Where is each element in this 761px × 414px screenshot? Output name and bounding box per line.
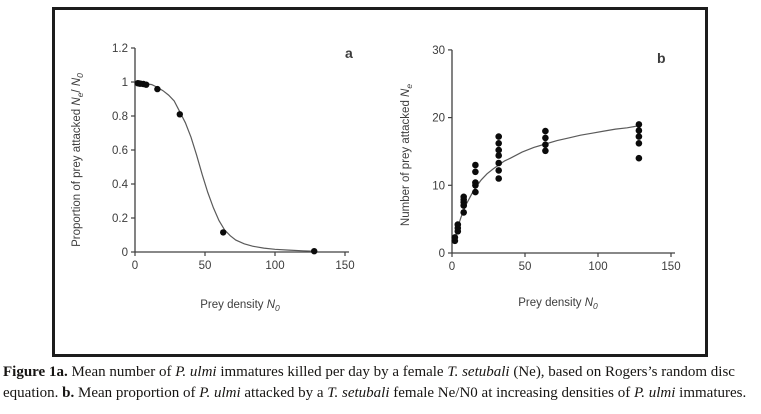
x-tick-label: 150: [661, 261, 680, 273]
x-axis-title: Prey density N0: [200, 299, 280, 313]
data-point: [635, 133, 643, 140]
x-axis-title: Prey density N0: [518, 297, 598, 311]
data-point: [495, 167, 502, 174]
caption-segment: attacked by a: [240, 385, 328, 402]
data-point: [542, 134, 549, 142]
x-tick-label: 50: [199, 260, 212, 272]
data-point: [154, 85, 161, 93]
caption-segment: b.: [62, 385, 75, 402]
y-tick-label: 30: [432, 45, 445, 57]
caption-segment: T. setubali: [327, 385, 390, 402]
data-point: [495, 133, 502, 140]
data-points: [451, 121, 643, 245]
figure-frame: 0 50 100 150 0 0.2 0.4 0.6 0.8 1 1.2 a Prey density …: [52, 7, 708, 357]
caption-segment: immatures killed per day by a female: [216, 364, 448, 380]
figure-caption: Figure 1a. Mean number of P. ulmi immatu…: [3, 362, 760, 405]
caption-segment: immatures.: [675, 385, 747, 402]
data-point: [635, 121, 643, 128]
data-point: [542, 147, 549, 155]
data-point: [176, 111, 183, 118]
caption-segment: P. ulmi: [199, 385, 241, 402]
caption-segment: P. ulmi: [634, 385, 676, 402]
data-point: [460, 193, 467, 201]
data-point: [635, 127, 643, 134]
x-tick-label: 0: [132, 260, 138, 272]
data-point: [143, 81, 150, 88]
data-point: [495, 140, 502, 147]
data-point: [635, 140, 643, 147]
caption-segment: (Ne), based on Rogers’s random disc equa…: [3, 364, 735, 402]
x-tick-label: 100: [588, 261, 607, 273]
data-point: [451, 234, 459, 241]
data-point: [472, 179, 479, 186]
data-point: [542, 141, 549, 148]
data-point: [472, 161, 479, 169]
data-point: [472, 188, 479, 196]
y-tick-label: 0.2: [112, 213, 128, 225]
data-point: [495, 159, 502, 167]
data-point: [472, 168, 479, 176]
y-tick-label: 0.6: [112, 145, 128, 157]
y-tick-label: 0.4: [112, 179, 129, 191]
data-point: [220, 229, 227, 236]
y-tick-label: 0.8: [112, 111, 128, 123]
data-point: [495, 146, 502, 154]
caption-segment: Mean proportion of: [74, 385, 200, 402]
panel-label: b: [657, 50, 666, 66]
caption-segment: female Ne/N0 at increasing densities of: [389, 385, 634, 402]
caption-segment: Figure 1a.: [3, 364, 68, 380]
caption-segment: P. ulmi: [175, 364, 217, 380]
x-tick-label: 50: [519, 261, 532, 273]
caption-segment: T. setubali: [447, 364, 510, 380]
x-tick-label: 150: [335, 260, 354, 272]
data-point: [460, 209, 467, 216]
x-tick-label: 0: [449, 261, 455, 273]
data-point: [495, 152, 502, 159]
x-tick-label: 100: [265, 260, 284, 272]
y-tick-label: 10: [432, 180, 445, 192]
y-axis-title: Proportion of prey attacked Ne/ N0: [71, 73, 85, 247]
y-tick-label: 0: [439, 248, 445, 260]
data-point: [495, 175, 502, 182]
data-point: [311, 248, 318, 255]
y-tick-label: 20: [432, 113, 445, 125]
y-tick-label: 1: [122, 77, 128, 89]
chart-b: 0 50 100 150 0 10 20 30 b Prey density N0 Number o…: [400, 45, 681, 311]
panel-label: a: [345, 45, 353, 61]
y-tick-label: 1.2: [112, 43, 128, 55]
data-point: [635, 154, 643, 162]
data-points: [134, 80, 318, 255]
chart-a: 0 50 100 150 0 0.2 0.4 0.6 0.8 1 1.2 a Prey density …: [71, 43, 355, 313]
fitted-curve: [134, 82, 315, 252]
caption-segment: Mean number of: [67, 364, 176, 380]
data-point: [542, 127, 549, 135]
y-axis-title: Number of prey attacked Ne: [400, 84, 414, 226]
y-tick-label: 0: [122, 247, 128, 259]
data-point: [454, 221, 462, 228]
